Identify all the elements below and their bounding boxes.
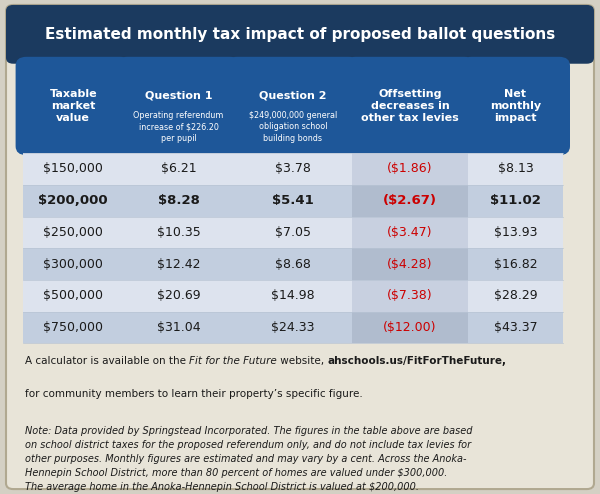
Text: $300,000: $300,000: [43, 257, 103, 271]
Bar: [233, 153, 352, 185]
Bar: [124, 280, 233, 312]
Text: $250,000: $250,000: [43, 226, 103, 239]
Text: $8.28: $8.28: [158, 194, 199, 207]
Bar: [23, 153, 124, 185]
Text: $13.93: $13.93: [494, 226, 537, 239]
Text: Net
monthly
impact: Net monthly impact: [490, 88, 541, 124]
FancyBboxPatch shape: [116, 57, 241, 155]
Text: Operating referendum
increase of $226.20
per pupil: Operating referendum increase of $226.20…: [133, 111, 224, 143]
Bar: [23, 280, 124, 312]
Text: website,: website,: [277, 356, 328, 366]
Text: Taxable
market
value: Taxable market value: [49, 88, 97, 124]
Text: for community members to learn their property’s specific figure.: for community members to learn their pro…: [25, 389, 363, 399]
Text: ahschools.us/FitForTheFuture,: ahschools.us/FitForTheFuture,: [328, 356, 506, 366]
FancyBboxPatch shape: [16, 57, 131, 155]
Text: $7.05: $7.05: [275, 226, 311, 239]
Bar: [23, 312, 124, 343]
FancyBboxPatch shape: [6, 5, 594, 64]
Text: Question 2: Question 2: [259, 90, 326, 101]
Text: ($7.38): ($7.38): [387, 289, 433, 302]
Bar: [468, 280, 563, 312]
Text: A calculator is available on the: A calculator is available on the: [25, 356, 190, 366]
Text: $28.29: $28.29: [494, 289, 537, 302]
Bar: [23, 216, 124, 248]
Text: Note: Data provided by Springstead Incorporated. The figures in the table above : Note: Data provided by Springstead Incor…: [25, 426, 473, 493]
Text: $12.42: $12.42: [157, 257, 200, 271]
Bar: [352, 185, 468, 216]
Bar: [468, 153, 563, 185]
Bar: [233, 216, 352, 248]
Bar: [468, 216, 563, 248]
Text: Estimated monthly tax impact of proposed ballot questions: Estimated monthly tax impact of proposed…: [45, 27, 555, 42]
Bar: [124, 248, 233, 280]
Bar: [233, 312, 352, 343]
Bar: [23, 185, 124, 216]
Text: $500,000: $500,000: [43, 289, 103, 302]
FancyBboxPatch shape: [6, 5, 594, 489]
Text: $20.69: $20.69: [157, 289, 200, 302]
Bar: [352, 280, 468, 312]
Text: $249,000,000 general
obligation school
building bonds: $249,000,000 general obligation school b…: [248, 111, 337, 143]
Text: Fit for the Future: Fit for the Future: [190, 356, 277, 366]
Text: $14.98: $14.98: [271, 289, 314, 302]
FancyBboxPatch shape: [345, 57, 475, 155]
Bar: [468, 185, 563, 216]
Text: $31.04: $31.04: [157, 321, 200, 334]
Text: Offsetting
decreases in
other tax levies: Offsetting decreases in other tax levies: [361, 88, 459, 124]
Text: $750,000: $750,000: [43, 321, 103, 334]
Text: ($12.00): ($12.00): [383, 321, 437, 334]
Bar: [233, 280, 352, 312]
Text: $8.68: $8.68: [275, 257, 311, 271]
Bar: [124, 312, 233, 343]
Bar: [352, 216, 468, 248]
Text: $8.13: $8.13: [497, 163, 533, 175]
Bar: [124, 153, 233, 185]
Bar: [352, 153, 468, 185]
Text: $200,000: $200,000: [38, 194, 108, 207]
Bar: [23, 248, 124, 280]
Text: $11.02: $11.02: [490, 194, 541, 207]
Text: $16.82: $16.82: [494, 257, 537, 271]
Text: ($4.28): ($4.28): [388, 257, 433, 271]
Text: $24.33: $24.33: [271, 321, 314, 334]
FancyBboxPatch shape: [461, 57, 570, 155]
Bar: [352, 312, 468, 343]
Text: Question 1: Question 1: [145, 90, 212, 101]
Bar: [124, 185, 233, 216]
Text: $43.37: $43.37: [494, 321, 537, 334]
Text: $5.41: $5.41: [272, 194, 314, 207]
Bar: [233, 185, 352, 216]
Text: $6.21: $6.21: [161, 163, 196, 175]
Text: $150,000: $150,000: [43, 163, 103, 175]
Bar: [352, 248, 468, 280]
Bar: [233, 248, 352, 280]
Bar: [468, 312, 563, 343]
Text: $3.78: $3.78: [275, 163, 311, 175]
FancyBboxPatch shape: [226, 57, 359, 155]
Bar: [124, 216, 233, 248]
Text: ($3.47): ($3.47): [388, 226, 433, 239]
Bar: [468, 248, 563, 280]
Text: $10.35: $10.35: [157, 226, 200, 239]
Text: ($1.86): ($1.86): [388, 163, 433, 175]
Text: ($2.67): ($2.67): [383, 194, 437, 207]
